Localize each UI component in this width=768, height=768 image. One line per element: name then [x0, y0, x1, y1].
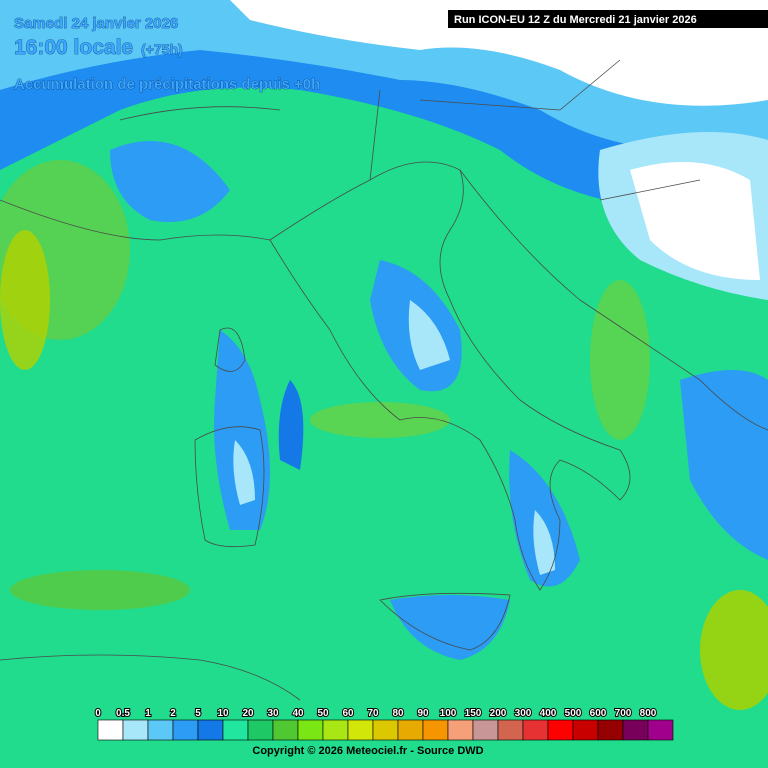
legend-label: 100: [440, 708, 457, 719]
borders: [0, 59, 768, 701]
legend-label: 400: [540, 708, 557, 719]
legend-swatch: [347, 719, 374, 741]
legend-label: 50: [317, 708, 329, 719]
legend-swatch: [172, 719, 199, 741]
forecast-hour: 16:00 locale: [14, 36, 133, 59]
legend-label: 80: [392, 708, 404, 719]
legend-swatch: [247, 719, 274, 741]
legend-swatch: [197, 719, 224, 741]
forecast-date: Samedi 24 janvier 2026: [14, 15, 178, 32]
map-subtitle: Accumulation de précipitations depuis +0…: [14, 76, 320, 93]
legend-label: 90: [417, 708, 429, 719]
run-box: [448, 10, 768, 28]
legend-label: 2: [170, 708, 176, 719]
legend-label: 700: [615, 708, 632, 719]
copyright: Copyright © 2026 Meteociel.fr - Source D…: [252, 745, 483, 757]
legend-label: 40: [292, 708, 304, 719]
legend-swatch: [147, 719, 174, 741]
legend-label: 300: [515, 708, 532, 719]
legend-label: 20: [242, 708, 254, 719]
run-info: Run ICON-EU 12 Z du Mercredi 21 janvier …: [454, 14, 697, 26]
forecast-lead: (+75h): [141, 41, 183, 57]
legend-label: 200: [490, 708, 507, 719]
legend-swatch: [547, 719, 574, 741]
legend-label: 60: [342, 708, 354, 719]
legend-label: 150: [465, 708, 482, 719]
forecast-time: 16:00 locale (+75h): [14, 36, 183, 59]
legend-label: 5: [195, 708, 201, 719]
legend-swatch: [472, 719, 499, 741]
legend-swatch: [97, 719, 124, 741]
legend: 0 0.5 1 2 5 10 20 30 40 50 60 70 80 90 100 150 200 300 400…: [94, 707, 674, 741]
legend-swatch: [297, 719, 324, 741]
legend-label: 30: [267, 708, 279, 719]
legend-swatch: [272, 719, 299, 741]
legend-swatch: [597, 719, 624, 741]
legend-swatch: [322, 719, 349, 741]
legend-swatch: [647, 719, 674, 741]
legend-label: 0: [95, 708, 101, 719]
legend-swatch: [447, 719, 474, 741]
legend-swatch: [522, 719, 549, 741]
legend-swatch: [122, 719, 149, 741]
legend-label: 600: [590, 708, 607, 719]
legend-swatch: [622, 719, 649, 741]
legend-swatch: [497, 719, 524, 741]
legend-label: 1: [145, 708, 151, 719]
legend-label: 500: [565, 708, 582, 719]
legend-label: 70: [367, 708, 379, 719]
legend-swatch: [422, 719, 449, 741]
legend-label: 800: [640, 708, 657, 719]
legend-swatch: [572, 719, 599, 741]
legend-label: 0.5: [116, 708, 130, 719]
legend-swatch: [372, 719, 399, 741]
legend-label: 10: [217, 708, 229, 719]
legend-swatch: [222, 719, 249, 741]
legend-swatch: [397, 719, 424, 741]
